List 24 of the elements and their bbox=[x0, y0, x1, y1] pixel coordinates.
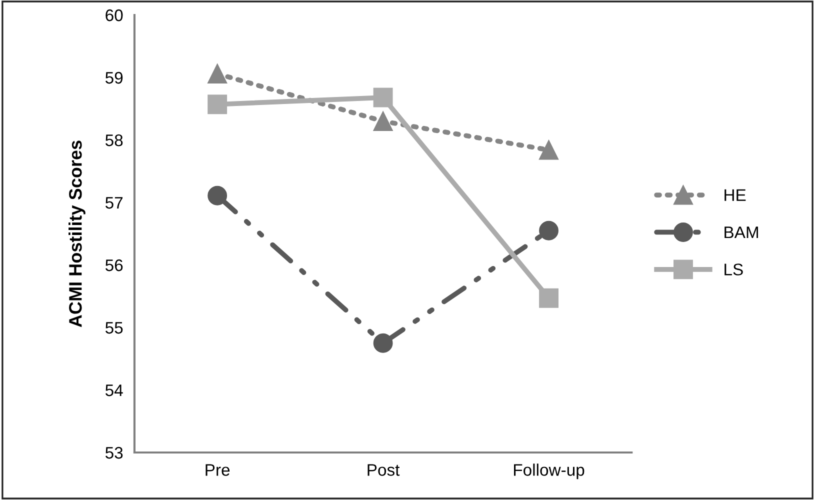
point bbox=[373, 88, 393, 108]
point bbox=[373, 333, 393, 353]
point bbox=[539, 140, 558, 160]
y-tick-label: 56 bbox=[105, 259, 123, 272]
point bbox=[373, 112, 393, 131]
point bbox=[208, 94, 228, 114]
y-tick-label: 53 bbox=[105, 446, 123, 459]
y-tick-label: 57 bbox=[105, 197, 123, 209]
legend-label: HE bbox=[724, 189, 746, 201]
y-tick-label: 55 bbox=[105, 322, 123, 334]
point bbox=[539, 288, 558, 308]
y-tick-label: 54 bbox=[105, 384, 123, 396]
legend-label: BAM bbox=[724, 226, 758, 238]
point bbox=[539, 220, 558, 240]
y-tick-label: 59 bbox=[105, 72, 123, 84]
legend-label: LS bbox=[724, 264, 743, 276]
point bbox=[208, 186, 228, 206]
x-tick-label: Post bbox=[368, 464, 400, 476]
point bbox=[208, 64, 228, 84]
y-tick-label: 60 bbox=[106, 9, 123, 22]
x-tick-label: Follow-up bbox=[514, 464, 584, 480]
x-tick-label: Pre bbox=[206, 464, 230, 476]
y-tick-label: 58 bbox=[105, 134, 123, 146]
y-axis-title: ACMI Hostility Scores bbox=[68, 140, 86, 328]
